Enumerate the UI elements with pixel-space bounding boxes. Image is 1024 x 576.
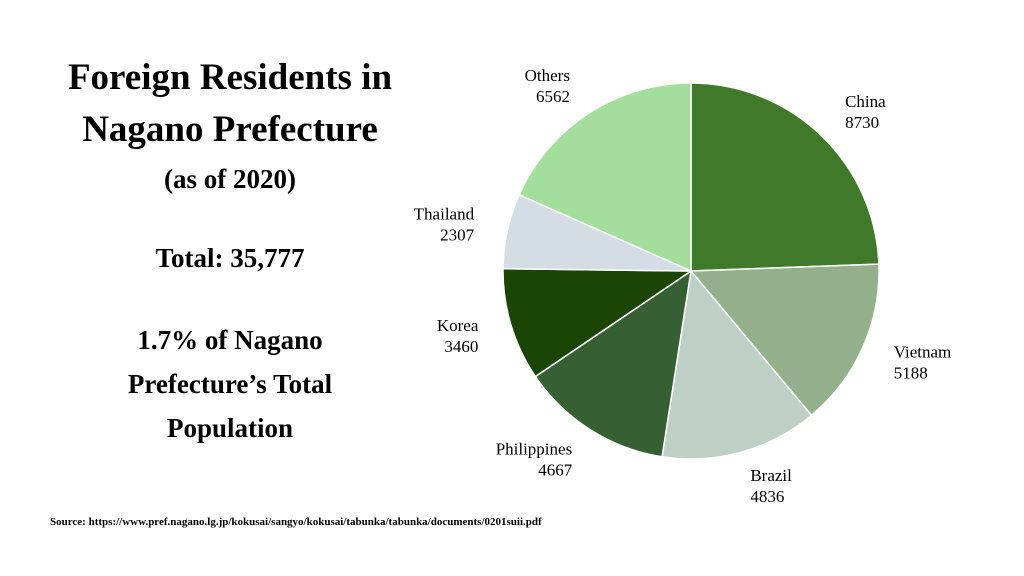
- data-label-brazil: Brazil 4836: [750, 466, 792, 506]
- pie-slice-china: [690, 82, 880, 272]
- label-name: China: [845, 92, 886, 111]
- data-label-philippines: Philippines 4667: [496, 440, 573, 480]
- label-value: 2307: [440, 226, 475, 245]
- data-label-thailand: Thailand 2307: [414, 205, 475, 245]
- label-value: 5188: [894, 363, 928, 382]
- pie-slice-korea: [502, 267, 694, 378]
- source-note: Source: https://www.pref.nagano.lg.jp/ko…: [50, 516, 542, 528]
- label-name: Thailand: [414, 205, 475, 224]
- pie-slice-philippines: [534, 269, 693, 458]
- pie-slice-vietnam: [689, 263, 880, 417]
- data-label-vietnam: Vietnam 5188: [894, 342, 952, 382]
- pie-slice-brazil: [661, 269, 813, 460]
- label-value: 6562: [536, 87, 570, 106]
- data-label-korea: Korea 3460: [437, 316, 479, 356]
- text-panel: Foreign Residents in Nagano Prefecture (…: [20, 52, 440, 450]
- title: Foreign Residents in Nagano Prefecture: [20, 52, 440, 156]
- total-text: Total: 35,777: [155, 243, 305, 273]
- label-value: 8730: [845, 113, 879, 132]
- label-value: 4667: [538, 461, 573, 480]
- label-name: Vietnam: [894, 342, 952, 361]
- label-value: 3460: [444, 337, 478, 356]
- label-name: Brazil: [750, 466, 792, 485]
- label-name: Philippines: [496, 440, 573, 459]
- title-line-2: Nagano Prefecture: [82, 109, 378, 150]
- title-line-1: Foreign Residents in: [67, 57, 393, 98]
- label-name: Korea: [437, 316, 479, 335]
- percent-line-3: Population: [166, 413, 294, 443]
- label-value: 4836: [750, 487, 784, 506]
- data-label-others: Others 6562: [525, 66, 570, 106]
- pie-slice-others: [518, 82, 692, 273]
- label-name: Others: [525, 66, 570, 85]
- percent-line-2: Prefecture’s Total: [127, 369, 333, 399]
- percent-line-1: 1.7% of Nagano: [137, 325, 323, 355]
- percent-text: 1.7% of Nagano Prefecture’s Total Popula…: [20, 318, 440, 450]
- subtitle: (as of 2020): [164, 164, 296, 194]
- data-label-china: China 8730: [845, 92, 886, 132]
